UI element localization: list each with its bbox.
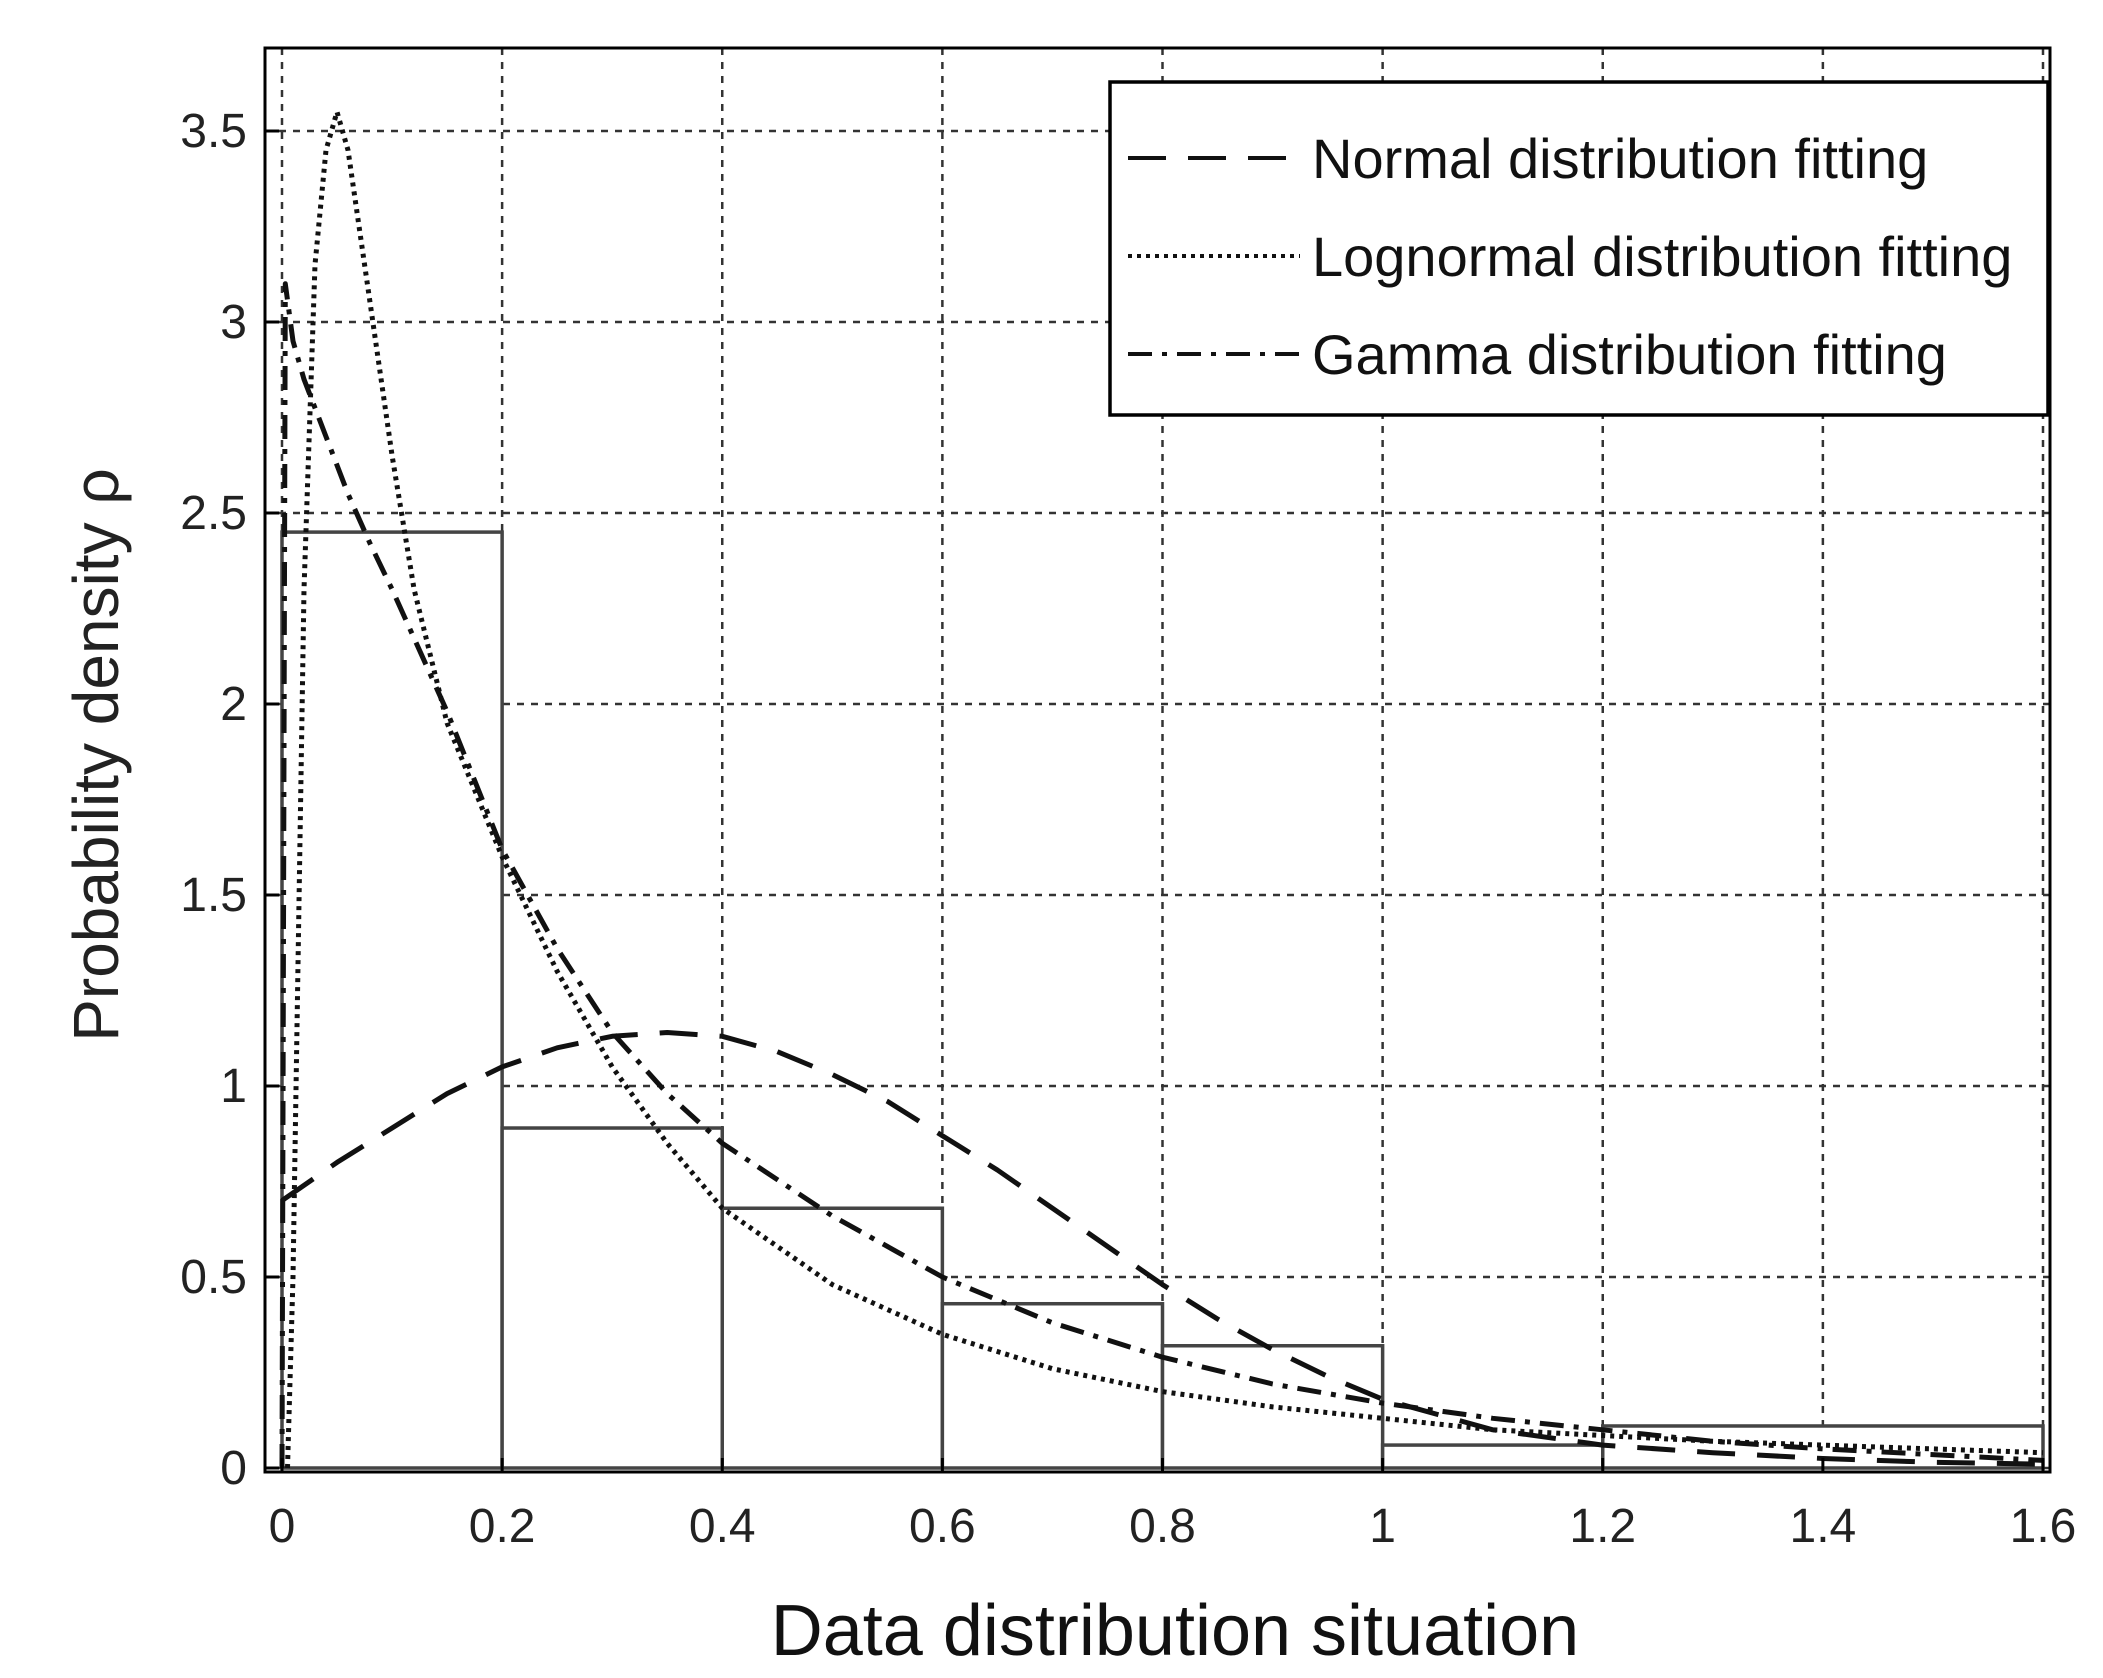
x-tick-label: 0.4 [689, 1500, 756, 1553]
y-tick-label: 0.5 [180, 1251, 247, 1304]
y-tick-label: 1.5 [180, 869, 247, 922]
histogram-bar [500, 1126, 724, 1470]
x-tick-label: 0 [269, 1500, 296, 1553]
x-tick-label: 1.2 [1569, 1500, 1636, 1553]
legend-label-lognormal: Lognormal distribution fitting [1312, 225, 2012, 288]
y-axis-label: Probability density ρ [60, 468, 132, 1042]
x-axis-label: Data distribution situation [771, 1591, 1579, 1671]
y-tick-label: 2 [220, 678, 247, 731]
y-tick-label: 2.5 [180, 487, 247, 540]
legend: Normal distribution fitting Lognormal dis… [1108, 80, 2050, 417]
x-tick-label: 1.6 [2010, 1500, 2077, 1553]
x-tick-label: 1 [1369, 1500, 1396, 1553]
y-tick-label: 1 [220, 1060, 247, 1113]
legend-label-gamma: Gamma distribution fitting [1312, 323, 1947, 386]
x-tick-label: 0.2 [469, 1500, 536, 1553]
x-tick-label: 1.4 [1790, 1500, 1857, 1553]
axis-ticks: 0 0.2 0.4 0.6 0.8 1 1.2 1.4 1.6 0 0.5 1 1.5 2 2.5 3 3.5 [180, 105, 2076, 1553]
plot-frame [263, 46, 2052, 1474]
y-tick-label: 3 [220, 296, 247, 349]
histogram-bar [1380, 1443, 1605, 1470]
histogram-bar [720, 1206, 945, 1470]
histogram-bar [280, 530, 504, 1470]
series-lines [279, 109, 2044, 1469]
legend-box [1108, 80, 2050, 417]
x-tick-label: 0.8 [1129, 1500, 1196, 1553]
y-tick-label: 3.5 [180, 105, 247, 158]
series-line-gamma [279, 281, 2044, 1469]
x-tick-label: 0.6 [909, 1500, 976, 1553]
series-line-normal [280, 1030, 2044, 1467]
y-tick-label: 0 [220, 1442, 247, 1495]
series-line-lognormal [285, 109, 2044, 1469]
histogram [280, 530, 2045, 1470]
legend-label-normal: Normal distribution fitting [1312, 127, 1928, 190]
